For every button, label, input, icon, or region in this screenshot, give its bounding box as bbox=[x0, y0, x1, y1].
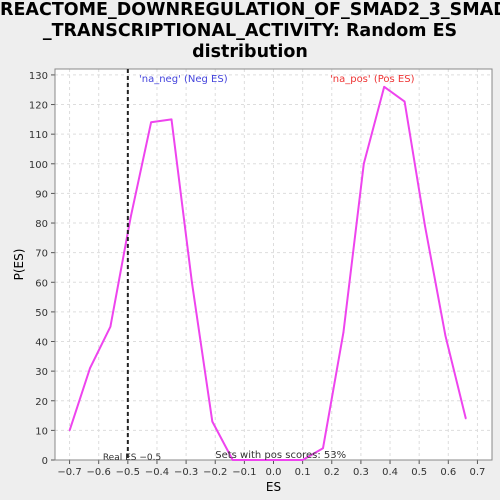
y-tick-label: 90 bbox=[35, 189, 48, 200]
x-tick-label: −0.3 bbox=[174, 467, 198, 478]
chart-title-line-2: _TRANSCRIPTIONAL_ACTIVITY: Random ES bbox=[42, 21, 458, 41]
data-point bbox=[89, 367, 91, 369]
data-point bbox=[191, 281, 193, 284]
y-tick-label: 30 bbox=[35, 367, 48, 378]
chart-title: REACTOME_DOWNREGULATION_OF_SMAD2_3_SMAD4… bbox=[0, 0, 500, 63]
data-point bbox=[211, 420, 214, 423]
chart-labels: ES P(ES) 'na_neg' (Neg ES) 'na_pos' (Pos… bbox=[12, 74, 415, 494]
y-tick-label: 40 bbox=[35, 338, 48, 349]
neg-es-annotation: 'na_neg' (Neg ES) bbox=[139, 74, 228, 85]
series-line bbox=[68, 85, 467, 461]
x-tick-label: 0.0 bbox=[266, 467, 282, 478]
y-tick-label: 80 bbox=[35, 219, 48, 230]
y-tick-label: 130 bbox=[29, 71, 48, 82]
y-tick-label: 120 bbox=[29, 101, 48, 112]
y-tick-label: 0 bbox=[42, 456, 48, 467]
x-tick-label: 0.4 bbox=[382, 467, 398, 478]
data-point bbox=[322, 447, 324, 449]
x-tick-label: 0.5 bbox=[411, 467, 427, 478]
series-marks bbox=[68, 69, 467, 461]
x-tick-label: 0.3 bbox=[353, 467, 369, 478]
y-tick-label: 60 bbox=[35, 278, 48, 289]
data-point bbox=[464, 417, 467, 420]
x-tick-label: 0.7 bbox=[469, 467, 485, 478]
x-tick-label: −0.5 bbox=[116, 467, 140, 478]
data-point bbox=[150, 121, 152, 124]
x-tick-label: 0.2 bbox=[324, 467, 340, 478]
data-point bbox=[68, 429, 71, 432]
x-axis-label: ES bbox=[266, 480, 281, 494]
real-es-annotation: Real ES −0.5 bbox=[103, 453, 161, 463]
x-tick-label: −0.7 bbox=[57, 467, 81, 478]
chart-title-line-1: REACTOME_DOWNREGULATION_OF_SMAD2_3_SMAD4 bbox=[0, 0, 500, 20]
data-point bbox=[342, 331, 345, 334]
data-point bbox=[301, 459, 304, 461]
y-tick-label: 100 bbox=[29, 160, 48, 171]
y-axis-label: P(ES) bbox=[12, 249, 26, 281]
y-tick-label: 10 bbox=[35, 426, 48, 437]
data-point bbox=[403, 100, 406, 103]
pos-scores-annotation: Sets with pos scores: 53% bbox=[215, 450, 346, 461]
x-tick-label: −0.1 bbox=[232, 467, 256, 478]
data-point bbox=[231, 459, 234, 461]
x-tick-label: −0.4 bbox=[145, 467, 169, 478]
data-point bbox=[170, 118, 173, 121]
x-tick-label: 0.1 bbox=[295, 467, 311, 478]
data-point bbox=[109, 325, 112, 328]
data-point bbox=[129, 216, 132, 218]
x-tick-label: −0.6 bbox=[87, 467, 111, 478]
x-tick-label: 0.6 bbox=[440, 467, 456, 478]
y-tick-label: 50 bbox=[35, 308, 48, 319]
data-point bbox=[424, 225, 426, 227]
y-tick-label: 70 bbox=[35, 249, 48, 260]
x-tick-label: −0.2 bbox=[203, 467, 227, 478]
data-point bbox=[363, 162, 365, 165]
y-tick-label: 110 bbox=[29, 130, 48, 141]
data-point bbox=[383, 85, 386, 88]
pos-es-annotation: 'na_pos' (Pos ES) bbox=[330, 74, 415, 85]
chart-title-line-3: distribution bbox=[192, 42, 308, 62]
data-point bbox=[444, 334, 447, 337]
y-tick-label: 20 bbox=[35, 397, 48, 408]
